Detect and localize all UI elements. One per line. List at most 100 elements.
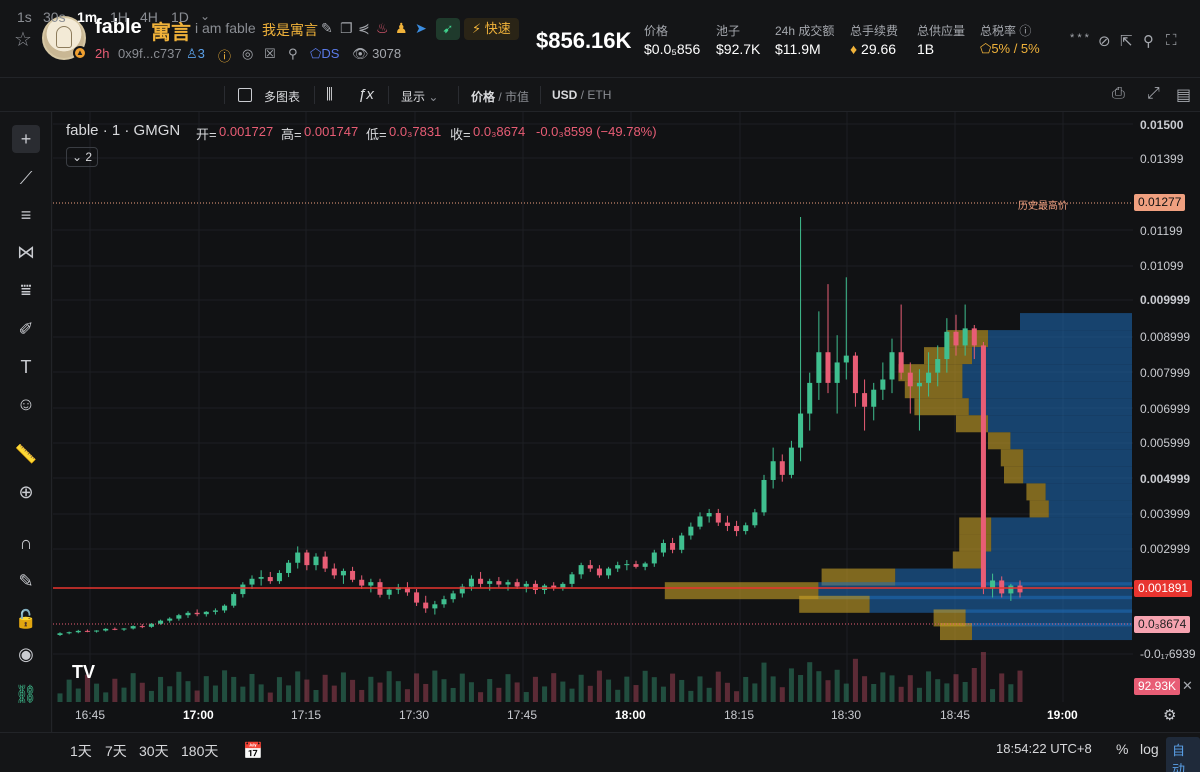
stat-volume-label: 24h 成交额 xyxy=(775,24,835,38)
share-icon[interactable]: ⋞ xyxy=(358,20,370,36)
volume-bar xyxy=(505,674,511,702)
forecast-icon[interactable]: ⩸ xyxy=(20,280,32,300)
volume-profile-bar-down xyxy=(1048,500,1132,518)
expand-icon[interactable]: ⤢ xyxy=(1147,85,1160,102)
twitter-icon[interactable]: ☒ xyxy=(264,46,276,61)
camera-icon[interactable]: ⎙ xyxy=(1112,85,1125,102)
crosshair-icon[interactable]: + xyxy=(12,125,40,153)
pin-icon[interactable]: ⚲ xyxy=(1143,33,1154,50)
volume-bar xyxy=(770,676,776,702)
token-name: fable xyxy=(95,16,142,38)
copy-icon[interactable]: ❐ xyxy=(340,20,353,36)
fullscreen-icon[interactable]: ⛶ xyxy=(1166,32,1177,49)
quick-buy-button[interactable]: ⚡ 快速 xyxy=(464,18,519,40)
holders-count[interactable]: ♙3 xyxy=(186,46,205,61)
rocket-icon[interactable]: ➹ xyxy=(436,18,460,40)
candle-type-icon[interactable]: ⫼ xyxy=(326,86,333,103)
search-icon[interactable]: ⚲ xyxy=(288,46,298,61)
candle-body xyxy=(615,565,621,569)
candle-body xyxy=(971,328,977,346)
display-menu[interactable]: 显示 ⌄ xyxy=(401,90,439,104)
volume-bar xyxy=(523,692,529,702)
candle-body xyxy=(816,352,822,383)
volume-profile-bar-up xyxy=(799,595,870,613)
visibility-icon[interactable]: ◉ xyxy=(18,644,34,664)
magnet-icon[interactable]: ∩ xyxy=(19,533,33,553)
lock-draw-icon[interactable]: ✎ xyxy=(18,571,34,591)
chart-canvas[interactable] xyxy=(53,112,1200,732)
volume-bar xyxy=(94,683,100,702)
volume-bar xyxy=(386,671,392,702)
candle-body xyxy=(834,362,840,383)
more-dots-icon[interactable]: * * * xyxy=(1070,32,1089,44)
timeframe-1m[interactable]: 1m xyxy=(77,9,98,25)
drawing-tools-sidebar xyxy=(0,112,52,772)
hide-icon[interactable]: ⊘ xyxy=(1098,33,1111,50)
volume-close-icon[interactable]: ✕ xyxy=(1182,678,1193,693)
volume-bar xyxy=(304,679,310,702)
timeframe-1s[interactable]: 1s xyxy=(17,9,32,25)
candle-body xyxy=(633,564,639,567)
timeframe-chevron-down-icon[interactable]: ⌄ xyxy=(200,9,211,23)
volume-profile-bar-up xyxy=(1026,483,1046,501)
telegram-icon[interactable]: ➤ xyxy=(415,20,427,36)
price-mcap-toggle[interactable]: 价格 / 市值 xyxy=(471,90,530,104)
calendar-icon[interactable]: 📅 xyxy=(243,743,263,760)
dexscreener-link[interactable]: ⬠DS xyxy=(310,46,340,61)
timeframe-4h[interactable]: 4H xyxy=(140,9,158,25)
unlock-icon[interactable]: 🔓 xyxy=(14,609,38,629)
trendline-icon[interactable]: ⟋ xyxy=(19,168,33,188)
range-30d[interactable]: 30天 xyxy=(139,743,169,759)
team-icon: ♟ xyxy=(395,20,408,36)
volume-bar xyxy=(752,683,758,702)
emoji-icon[interactable]: ☺ xyxy=(16,394,36,414)
zoom-in-icon[interactable]: ⊕ xyxy=(18,482,34,502)
help-icon[interactable]: ⓘ xyxy=(1019,24,1032,38)
volume-bar xyxy=(807,662,813,702)
volume-profile-bar-down xyxy=(1023,466,1132,484)
token-avatar[interactable]: ▲ xyxy=(42,16,87,60)
fib-icon[interactable]: ≡ xyxy=(20,205,32,225)
text-tool-icon[interactable]: T xyxy=(20,357,32,377)
legend-collapse-button[interactable]: ⌄ 2 xyxy=(66,147,98,167)
candle-body xyxy=(185,612,191,616)
range-180d[interactable]: 180天 xyxy=(181,743,219,759)
volume-profile-bar-up xyxy=(664,582,819,600)
contract-address[interactable]: 0x9f...c737 xyxy=(118,46,182,61)
volume-bar xyxy=(706,687,712,702)
favorite-star-icon[interactable]: ☆ xyxy=(14,29,32,51)
range-1d[interactable]: 1天 xyxy=(70,743,92,759)
brush-icon[interactable]: ✐ xyxy=(18,319,34,339)
volume-profile-bar-up xyxy=(1004,466,1024,484)
multi-chart-checkbox[interactable] xyxy=(238,88,252,102)
currency-toggle[interactable]: USD / ETH xyxy=(552,88,612,102)
external-link-icon[interactable]: ⇱ xyxy=(1120,33,1133,50)
auto-scale-button[interactable]: 自动 xyxy=(1166,737,1200,772)
indicators-fx-icon[interactable]: ƒx xyxy=(358,86,374,103)
volume-profile-bar-up xyxy=(959,534,992,552)
volume-bar xyxy=(916,687,922,702)
volume-bar xyxy=(286,685,292,702)
tradingview-logo[interactable]: TV xyxy=(72,662,96,682)
pattern-icon[interactable]: ⋈ xyxy=(17,242,35,262)
volume-profile-bar-down xyxy=(1010,432,1132,450)
volume-bar xyxy=(322,674,328,702)
settings-gear-icon[interactable]: ⚙ xyxy=(1163,707,1177,724)
layout-icon[interactable]: ▤ xyxy=(1176,87,1192,104)
price-tick-label: 0.009999 xyxy=(1140,293,1191,307)
timeframe-30s[interactable]: 30s xyxy=(43,9,66,25)
log-toggle[interactable]: log xyxy=(1140,741,1159,757)
volume-bar xyxy=(459,673,465,702)
compass-icon[interactable]: ◎ xyxy=(242,46,254,61)
timeframe-1d[interactable]: 1D xyxy=(171,9,189,25)
percent-toggle[interactable]: % xyxy=(1116,741,1129,757)
edit-icon[interactable]: ✎ xyxy=(321,20,333,36)
range-7d[interactable]: 7天 xyxy=(105,743,127,759)
price-chart[interactable] xyxy=(53,112,1200,732)
volume-bar xyxy=(761,662,767,702)
link-icon[interactable]: ⛓ xyxy=(14,684,38,704)
ruler-icon[interactable]: 📏 xyxy=(14,444,38,464)
timeframe-1h[interactable]: 1H xyxy=(110,9,128,25)
token-header: ☆ ▲ fable 寓言 i am fable 我是寓言 ✎ ❐ ⋞ ♨ ♟ ➤… xyxy=(0,0,1200,78)
volume-profile-bar-up xyxy=(940,623,972,641)
